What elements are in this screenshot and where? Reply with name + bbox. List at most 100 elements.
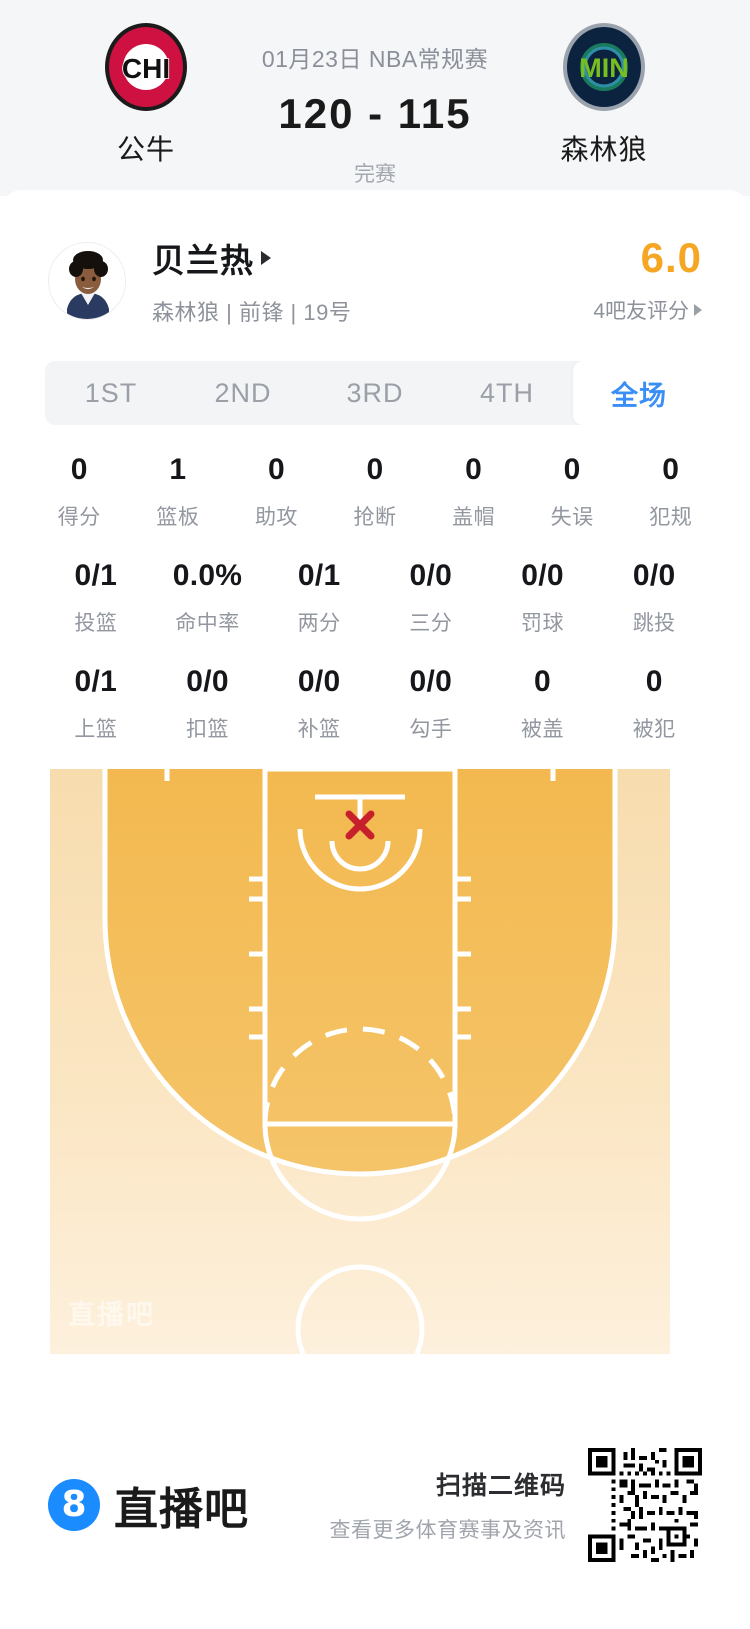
stat-label: 三分: [409, 612, 453, 635]
stat-value: 0: [366, 453, 384, 486]
stat-value: 1: [169, 453, 187, 486]
stat-field-goals: 0/1 投篮: [40, 559, 152, 637]
chevron-right-icon[interactable]: [261, 251, 271, 265]
shot-marker-miss: [345, 810, 375, 840]
tab-4th[interactable]: 4TH: [479, 377, 534, 408]
home-team-block[interactable]: CHI 公牛: [46, 20, 246, 168]
brand-logo[interactable]: 8 直播吧: [48, 1473, 249, 1537]
stat-value: 0/1: [74, 559, 118, 592]
stat-label: 命中率: [175, 612, 240, 635]
stat-value: 0: [662, 453, 680, 486]
stat-label: 盖帽: [452, 506, 496, 529]
brand-badge-icon: 8: [48, 1478, 100, 1531]
qr-subtitle: 查看更多体育赛事及资讯: [329, 1518, 566, 1542]
tab-1st[interactable]: 1ST: [84, 377, 138, 408]
stat-label: 扣篮: [186, 718, 229, 741]
stat-value: 0: [267, 453, 285, 486]
player-header-row[interactable]: 贝兰热 森林狼 | 前锋 | 19号 6.0 4吧友评分: [0, 200, 750, 353]
stat-two-pointers: 0/1 两分: [263, 559, 375, 637]
stat-label: 补篮: [297, 718, 341, 741]
svg-text:MIN: MIN: [579, 53, 629, 83]
score-center-block: 01月23日 NBA常规赛 120 - 115 完赛: [246, 20, 504, 188]
qr-title: 扫描二维码: [435, 1471, 566, 1500]
stat-rebounds: 1 篮板: [129, 453, 228, 531]
stat-value: 0/1: [297, 559, 341, 592]
player-name: 贝兰热: [152, 242, 254, 279]
stat-label: 被犯: [632, 718, 676, 741]
stat-putbacks: 0/0 补篮: [263, 665, 375, 743]
stat-row-shot-types: 0/1 上篮 0/0 扣篮 0/0 补篮 0/0 勾手 0 被盖 0 被犯: [0, 665, 750, 743]
stat-value: 0/0: [409, 559, 453, 592]
stat-assists: 0 助攻: [227, 453, 326, 531]
qr-code-icon[interactable]: [588, 1447, 702, 1562]
stat-label: 抢断: [353, 506, 397, 529]
stat-value: 0/0: [521, 559, 564, 592]
stat-dunks: 0/0 扣篮: [152, 665, 264, 743]
stat-points: 0 得分: [30, 453, 129, 531]
scoreboard-header: CHI 公牛 01月23日 NBA常规赛 120 - 115 完赛 MIN 森林…: [0, 0, 750, 196]
tab-2nd[interactable]: 2ND: [214, 377, 272, 408]
stat-value: 0: [534, 665, 552, 698]
stat-value: 0/0: [186, 665, 229, 698]
stat-value: 0: [465, 453, 483, 486]
stat-fouls: 0 犯规: [621, 453, 720, 531]
stat-layups: 0/1 上篮: [40, 665, 152, 743]
stat-jump-shots: 0/0 跳投: [598, 559, 710, 637]
stat-value: 0/0: [632, 559, 676, 592]
stat-label: 助攻: [254, 506, 298, 529]
stat-value: 0.0%: [172, 559, 243, 592]
rating-value: 6.0: [640, 233, 702, 281]
period-tabs[interactable]: 1ST 2ND 3RD 4TH 全场: [45, 361, 705, 425]
brand-name: 直播吧: [114, 1484, 249, 1534]
stat-label: 两分: [297, 612, 341, 635]
stat-value: 0/1: [74, 665, 118, 698]
stat-label: 失误: [550, 506, 594, 529]
stat-shots-blocked: 0 被盖: [487, 665, 599, 743]
player-rating-block[interactable]: 6.0 4吧友评分: [593, 233, 702, 325]
player-name-line[interactable]: 贝兰热: [152, 234, 593, 282]
stat-fg-percent: 0.0% 命中率: [152, 559, 264, 637]
chi-bulls-logo-icon: CHI: [99, 20, 193, 114]
match-score: 120 - 115: [278, 90, 472, 137]
stat-value: 0/0: [409, 665, 453, 698]
home-team-name: 公牛: [116, 134, 175, 165]
stat-label: 得分: [57, 506, 101, 529]
stat-label: 罚球: [521, 612, 565, 635]
rating-sub-label: 4吧友评分: [593, 299, 689, 323]
qr-section: 扫描二维码 查看更多体育赛事及资讯: [330, 1447, 702, 1562]
stat-label: 跳投: [632, 612, 676, 635]
stat-three-pointers: 0/0 三分: [375, 559, 487, 637]
stat-free-throws: 0/0 罚球: [487, 559, 599, 637]
stat-fouls-drawn: 0 被犯: [598, 665, 710, 743]
stat-row-shooting: 0/1 投篮 0.0% 命中率 0/1 两分 0/0 三分 0/0 罚球 0/0…: [0, 559, 750, 637]
stat-hook-shots: 0/0 勾手: [375, 665, 487, 743]
stat-label: 勾手: [409, 718, 453, 741]
match-status: 完赛: [354, 163, 396, 186]
tab-3rd[interactable]: 3RD: [346, 377, 404, 408]
stat-value: 0/0: [297, 665, 341, 698]
stat-value: 0: [70, 453, 88, 486]
away-team-block[interactable]: MIN 森林狼: [504, 20, 704, 168]
stat-row-basic: 0 得分 1 篮板 0 助攻 0 抢断 0 盖帽 0 失误 0 犯规: [0, 453, 750, 531]
stat-blocks: 0 盖帽: [424, 453, 523, 531]
stat-label: 投篮: [74, 612, 118, 635]
away-team-name: 森林狼: [560, 134, 648, 165]
player-info: 贝兰热 森林狼 | 前锋 | 19号: [152, 234, 593, 327]
stat-label: 被盖: [521, 718, 565, 741]
shot-chart-court[interactable]: 直播吧: [50, 769, 670, 1354]
app-footer: 8 直播吧 扫描二维码 查看更多体育赛事及资讯: [0, 1380, 750, 1629]
stat-turnovers: 0 失误: [523, 453, 622, 531]
min-timberwolves-logo-icon: MIN: [557, 20, 651, 114]
stat-label: 上篮: [74, 718, 118, 741]
rating-sub-line[interactable]: 4吧友评分: [593, 295, 702, 325]
qr-text-block: 扫描二维码 查看更多体育赛事及资讯: [330, 1466, 567, 1544]
stat-value: 0: [645, 665, 663, 698]
stat-value: 0: [563, 453, 581, 486]
match-meta: 01月23日 NBA常规赛: [261, 46, 489, 72]
player-meta: 森林狼 | 前锋 | 19号: [152, 300, 352, 325]
stat-steals: 0 抢断: [326, 453, 425, 531]
chevron-right-small-icon[interactable]: [694, 303, 702, 316]
svg-text:CHI: CHI: [122, 53, 170, 84]
stat-label: 篮板: [156, 506, 200, 529]
tab-full-game[interactable]: 全场: [573, 361, 705, 425]
